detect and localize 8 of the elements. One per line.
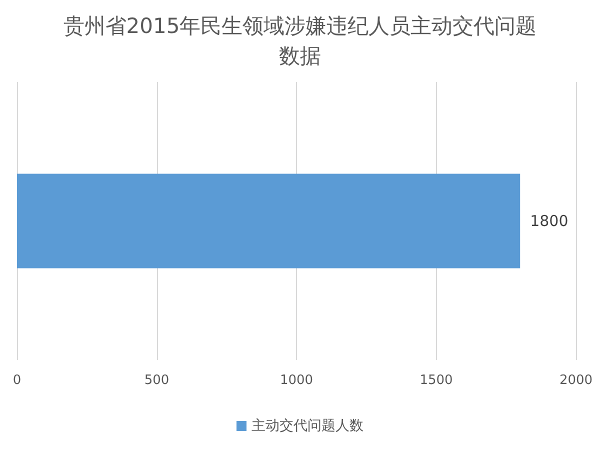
legend-label: 主动交代问题人数 xyxy=(252,418,364,434)
x-tick-label: 1500 xyxy=(420,373,453,388)
chart-title: 贵州省2015年民生领域涉嫌违纪人员主动交代问题数据 xyxy=(63,14,537,68)
x-tick-label: 500 xyxy=(144,373,170,388)
x-tick-label: 0 xyxy=(12,373,22,388)
x-tick-label: 2000 xyxy=(559,373,593,388)
data-label: 1800 xyxy=(530,212,568,230)
x-tick-label: 1000 xyxy=(280,373,314,388)
